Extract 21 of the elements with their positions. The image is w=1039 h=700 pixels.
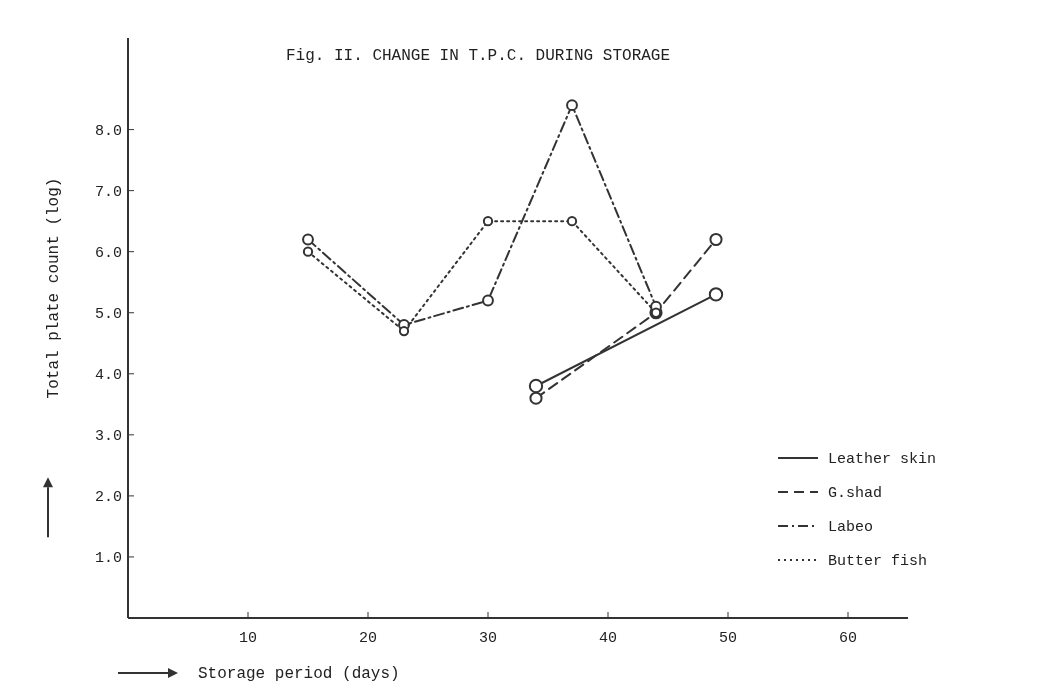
legend-label: Labeo — [828, 519, 874, 536]
y-tick-label: 3.0 — [94, 427, 122, 445]
y-tick-label: 2.0 — [94, 488, 122, 506]
legend-label: Leather skin — [828, 451, 937, 468]
legend-label: G.shad — [828, 485, 883, 502]
y-tick-label: 1.0 — [94, 549, 122, 567]
x-tick-label: 60 — [838, 630, 858, 647]
y-tick-label: 6.0 — [94, 244, 122, 262]
x-tick-label: 10 — [238, 630, 258, 647]
x-axis-title: Storage period (days) — [198, 665, 400, 683]
legend-label: Butter fish — [828, 553, 928, 570]
y-axis-title: Total plate count (log) — [45, 177, 63, 399]
y-tick-label: 7.0 — [94, 183, 122, 201]
text: Fig. II. CHANGE IN T.P.C. DURING STORAGE — [285, 47, 671, 65]
y-tick-label: 8.0 — [94, 122, 122, 140]
x-tick-label: 40 — [598, 630, 618, 647]
y-tick-label: 4.0 — [94, 366, 122, 384]
y-tick-label: 5.0 — [94, 305, 122, 323]
x-tick-label: 50 — [718, 630, 738, 647]
x-tick-label: 20 — [358, 630, 378, 647]
x-tick-label: 30 — [478, 630, 498, 647]
